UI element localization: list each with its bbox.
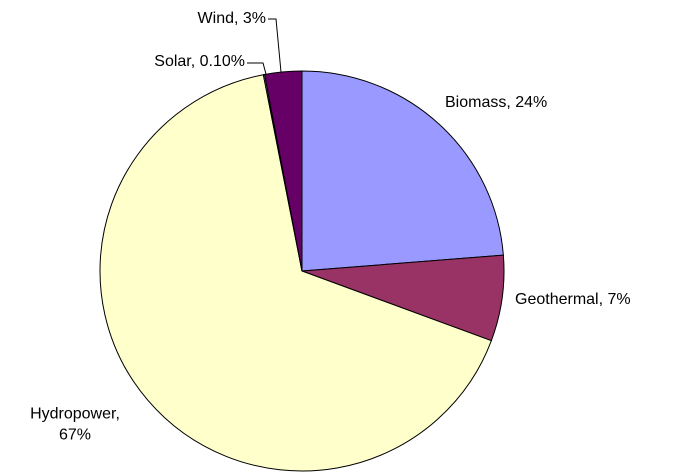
pie (99, 70, 505, 472)
leader-line (247, 62, 267, 75)
data-label: Biomass, 24% (445, 94, 547, 111)
data-label: Geothermal, 7% (515, 291, 631, 308)
data-label-line: Hydropower, (30, 406, 120, 423)
data-label-line: 67% (59, 427, 91, 444)
data-label: Hydropower, 67% (30, 406, 120, 444)
data-label: Wind, 3% (198, 10, 266, 27)
pie-slice (301, 70, 504, 272)
data-label: Solar, 0.10% (154, 53, 245, 70)
pie-slice (263, 70, 303, 272)
leader-line (268, 18, 282, 73)
pie-slice (99, 74, 492, 472)
